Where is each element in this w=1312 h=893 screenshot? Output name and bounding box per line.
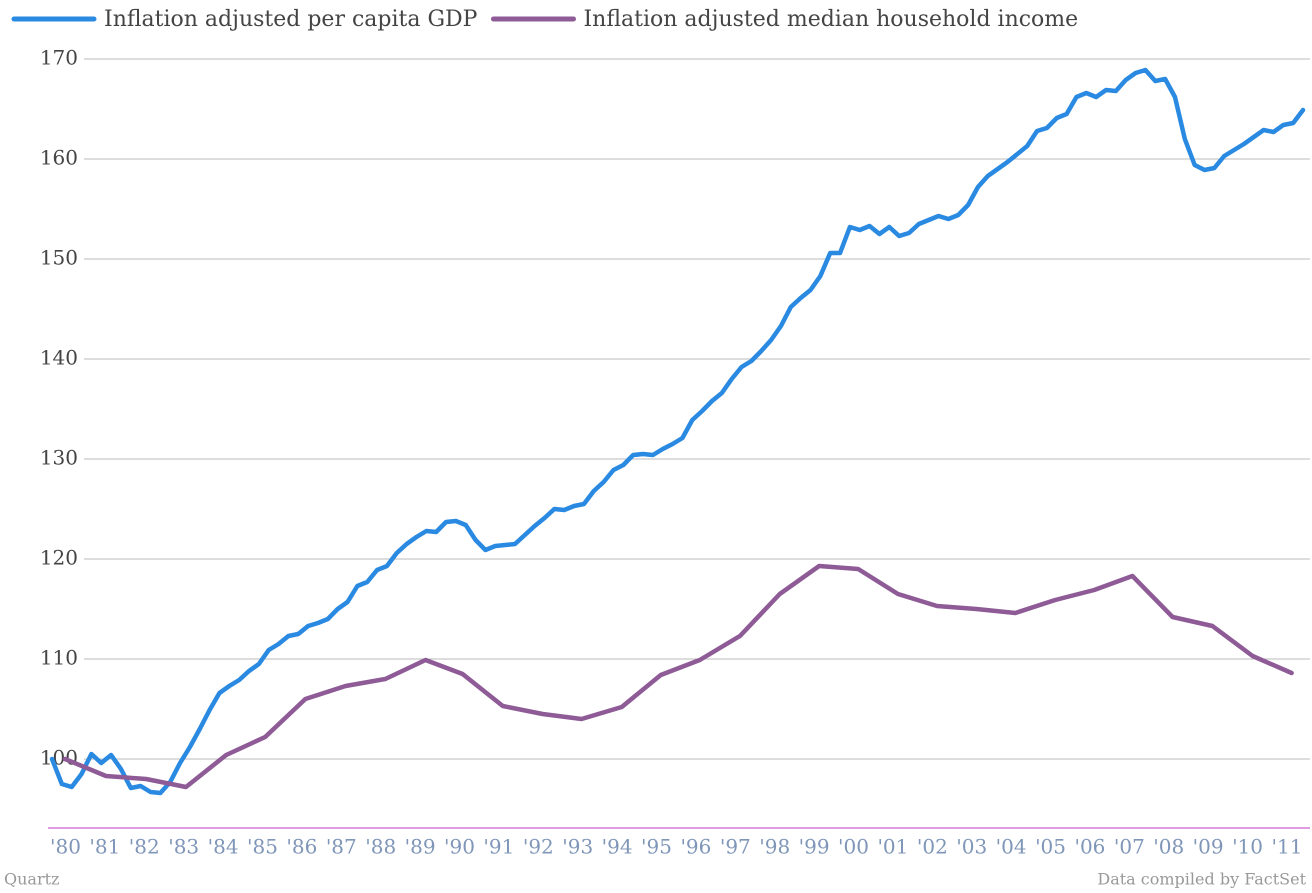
x-tick-label: '84 [208,835,239,859]
x-tick-label: '96 [680,835,711,859]
x-tick-label: '03 [956,835,987,859]
x-tick-label: '82 [129,835,160,859]
y-tick-label: 100 [40,746,78,770]
x-tick-label: '05 [1035,835,1066,859]
legend-label: Inflation adjusted per capita GDP [104,7,478,32]
x-tick-label: '89 [405,835,436,859]
y-tick-label: 110 [40,646,78,670]
x-tick-label: '08 [1153,835,1184,859]
legend-label: Inflation adjusted median household inco… [583,7,1078,32]
x-tick-label: '00 [838,835,869,859]
x-tick-label: '85 [247,835,278,859]
x-tick-label: '06 [1074,835,1105,859]
x-tick-label: '97 [720,835,751,859]
y-tick-label: 150 [40,246,78,270]
x-tick-label: '90 [444,835,475,859]
source: Quartz [4,870,59,889]
x-tick-label: '94 [602,835,633,859]
x-tick-label: '91 [483,835,514,859]
y-tick-label: 140 [40,346,78,370]
y-tick-label: 160 [40,146,78,170]
y-tick-label: 120 [40,546,78,570]
x-tick-label: '88 [365,835,396,859]
x-tick-label: '87 [326,835,357,859]
x-tick-label: '07 [1114,835,1145,859]
x-tick-label: '80 [50,835,81,859]
x-tick-label: '99 [799,835,830,859]
x-tick-label: '98 [759,835,790,859]
y-tick-label: 170 [40,46,78,70]
y-tick-label: 130 [40,446,78,470]
series-line [62,563,1294,790]
x-tick-label: '92 [523,835,554,859]
x-tick-label: '95 [641,835,672,859]
x-tick-label: '09 [1193,835,1224,859]
series-line [49,67,1306,796]
x-tick-label: '93 [562,835,593,859]
x-tick-label: '02 [917,835,948,859]
x-tick-label: '83 [168,835,199,859]
note: Data compiled by FactSet [1097,870,1306,889]
x-tick-label: '01 [877,835,908,859]
x-tick-label: '86 [286,835,317,859]
x-tick-label: '11 [1271,835,1302,859]
x-tick-label: '81 [89,835,120,859]
x-tick-label: '04 [996,835,1027,859]
x-tick-label: '10 [1232,835,1263,859]
